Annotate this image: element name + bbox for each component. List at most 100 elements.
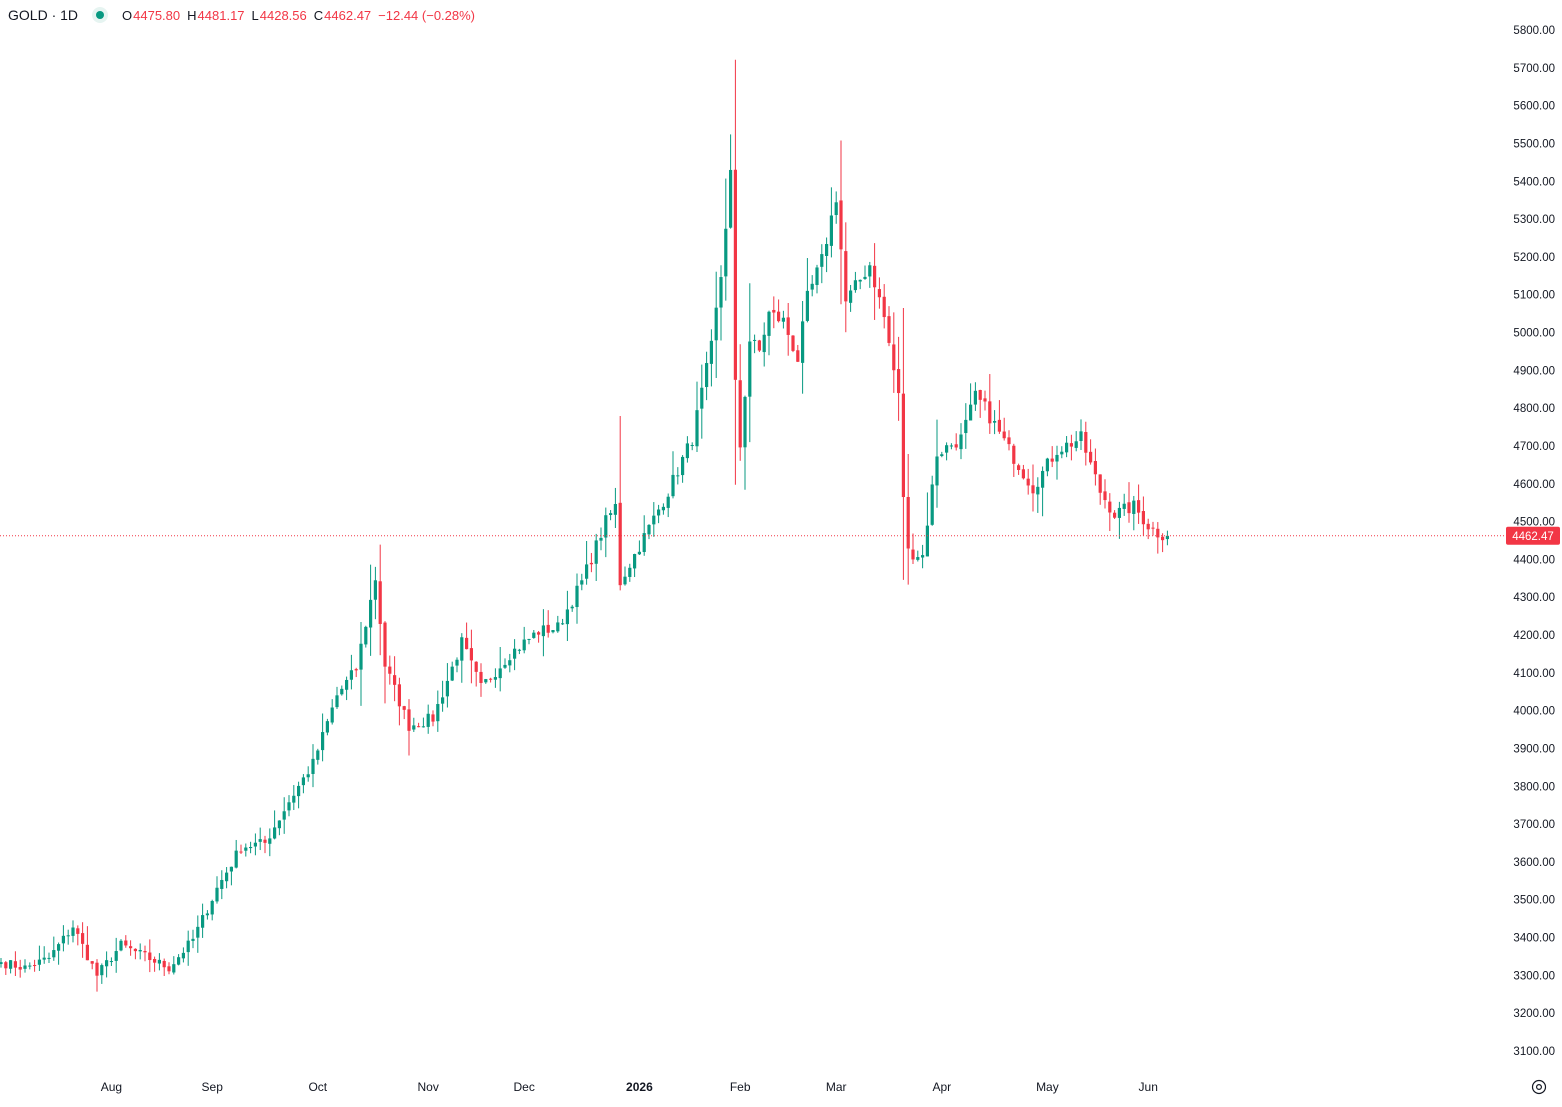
candle (945, 442, 949, 461)
candle (748, 283, 752, 443)
candle (657, 504, 661, 524)
candle (306, 766, 310, 782)
candle (297, 781, 301, 809)
candle (551, 630, 555, 634)
candle (201, 903, 205, 938)
candle (892, 312, 896, 393)
candle (349, 654, 353, 690)
candle (1127, 482, 1131, 523)
candle (954, 433, 958, 451)
candle (1165, 530, 1169, 546)
time-tick-label: Feb (730, 1080, 751, 1094)
candle (321, 713, 325, 762)
candle (613, 487, 617, 529)
candle (517, 648, 521, 655)
candle (225, 867, 229, 889)
price-tick-label: 3600.00 (1513, 857, 1555, 869)
candle (340, 685, 344, 696)
candle (556, 615, 560, 633)
price-tick-label: 3100.00 (1513, 1046, 1555, 1058)
candle (1093, 448, 1097, 486)
candle (997, 400, 1001, 434)
candle (1021, 464, 1025, 480)
candle (858, 279, 862, 290)
candle (311, 744, 315, 788)
candle (253, 833, 257, 856)
candle (90, 960, 94, 970)
candle (949, 443, 953, 450)
candle (1132, 495, 1136, 531)
candle (1117, 501, 1121, 539)
high-value: 4481.17 (197, 7, 245, 23)
candle (815, 264, 819, 294)
candle (383, 621, 387, 704)
candle (565, 590, 569, 642)
candle (95, 959, 99, 992)
candle (196, 915, 200, 953)
candle (369, 564, 373, 656)
candle (1007, 430, 1011, 451)
price-tick-label: 4700.00 (1513, 441, 1555, 453)
time-axis[interactable]: Aug Sep Oct Nov Dec 2026 Feb Mar Apr May Jun (101, 1080, 1158, 1094)
candle (1089, 439, 1093, 465)
price-tick-label: 5500.00 (1513, 138, 1555, 150)
candle (527, 638, 531, 645)
candle (839, 140, 843, 305)
candle (263, 835, 267, 854)
candle (863, 265, 867, 280)
candle (148, 939, 152, 973)
candle (397, 677, 401, 726)
market-status-icon[interactable] (92, 7, 109, 23)
price-tick-label: 4200.00 (1513, 630, 1555, 642)
candle (738, 344, 742, 461)
price-tick-label: 3900.00 (1513, 743, 1555, 755)
candle (983, 390, 987, 411)
candle (143, 945, 147, 962)
candle (733, 59, 737, 485)
candle (724, 178, 728, 301)
candle (215, 876, 219, 904)
price-tick-label: 4600.00 (1513, 479, 1555, 491)
symbol-label[interactable]: GOLD · 1D (8, 7, 79, 23)
candle (57, 942, 61, 965)
candle (695, 381, 699, 453)
candle (277, 820, 281, 836)
candle (1055, 445, 1059, 480)
candle (767, 310, 771, 356)
candle (532, 629, 536, 639)
candle (580, 573, 584, 591)
time-tick-label: Nov (418, 1080, 439, 1094)
candle (316, 748, 320, 765)
candle (729, 134, 733, 229)
candle (239, 844, 243, 854)
candle (388, 655, 392, 685)
candle (973, 382, 977, 411)
candle (637, 540, 641, 556)
price-tick-label: 5600.00 (1513, 101, 1555, 113)
time-tick-label: Sep (202, 1080, 224, 1094)
candle (700, 364, 704, 439)
price-axis[interactable]: 3100.00 3200.00 3300.00 3400.00 3500.00 3600.… (1513, 25, 1555, 1058)
candle (186, 930, 190, 966)
low-label: L (251, 7, 259, 23)
candle (1036, 477, 1040, 513)
candle (853, 271, 857, 293)
candle (114, 937, 118, 973)
candle (661, 503, 665, 515)
candle (825, 237, 829, 273)
candle (671, 451, 675, 499)
last-price-tag[interactable]: 4462.47 (1506, 526, 1560, 545)
candle (109, 957, 113, 966)
candle (460, 633, 464, 683)
candle (249, 841, 253, 854)
candle (162, 958, 166, 977)
chart-settings-icon[interactable] (1530, 1078, 1548, 1096)
time-tick-label: Apr (932, 1080, 951, 1094)
candle (153, 956, 157, 972)
candle (1151, 521, 1155, 536)
candle (897, 336, 901, 421)
candle (258, 827, 262, 851)
time-tick-label: Dec (514, 1080, 535, 1094)
